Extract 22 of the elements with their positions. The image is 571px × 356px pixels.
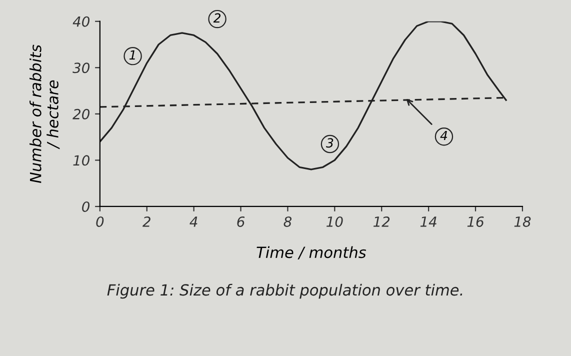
x-tick-label: 4	[190, 216, 198, 227]
x-tick-label: 10	[326, 216, 343, 227]
x-tick-label: 16	[467, 216, 484, 227]
text: Figure 1: Size of a rabbit population over time.	[107, 284, 462, 299]
y-tick-label: 10	[73, 155, 90, 166]
x-tick-label: 6	[237, 216, 245, 227]
y-tick-label: 20	[72, 108, 90, 120]
y-tick-label: 40	[72, 16, 90, 27]
annotation: 2	[213, 13, 220, 22]
y-tick-label: 0	[82, 201, 90, 212]
x-tick-label: 18	[514, 216, 531, 227]
annotation: 1	[129, 50, 135, 60]
y-axis-title: Number of rabbits / hectare	[30, 44, 60, 184]
x-tick-label: 8	[284, 216, 292, 227]
x-tick-label: 2	[142, 216, 150, 227]
y-tick-label: 30	[72, 62, 90, 74]
annotation: 3	[326, 138, 334, 148]
x-axis-title: Time / months	[256, 246, 366, 260]
x-tick-label: 0	[96, 216, 104, 227]
x-tick-label: 14	[420, 216, 436, 227]
x-tick-label: 12	[373, 216, 390, 227]
annotation: 4	[440, 130, 448, 140]
